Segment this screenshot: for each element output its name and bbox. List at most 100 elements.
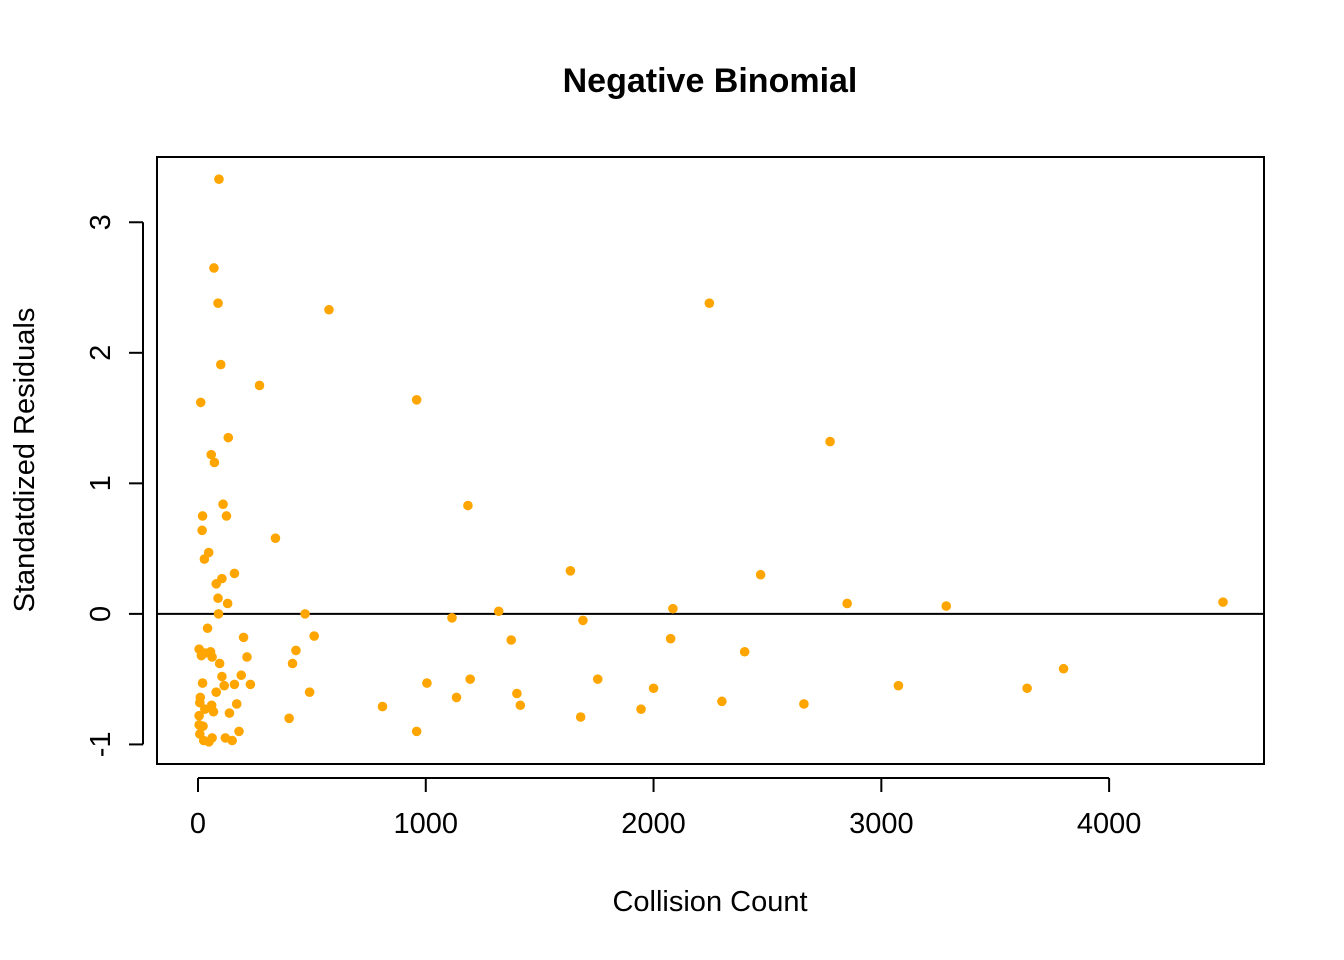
data-point xyxy=(195,397,206,408)
data-point xyxy=(324,304,334,315)
data-point xyxy=(893,680,904,691)
data-point xyxy=(197,511,208,521)
data-point xyxy=(422,678,432,688)
y-tick-label: 3 xyxy=(85,214,117,230)
data-point xyxy=(197,678,208,688)
data-point xyxy=(238,632,249,643)
data-point xyxy=(211,687,222,698)
data-point xyxy=(221,511,232,521)
data-point xyxy=(229,679,240,690)
data-point xyxy=(842,598,852,609)
data-point xyxy=(287,658,298,669)
data-point xyxy=(209,457,220,468)
data-point xyxy=(717,696,727,707)
data-point xyxy=(565,566,576,576)
data-point xyxy=(236,670,247,681)
data-point xyxy=(665,633,676,644)
x-tick-label: 0 xyxy=(190,808,206,840)
data-point xyxy=(411,395,422,405)
data-point xyxy=(199,554,210,564)
data-point xyxy=(1218,597,1228,607)
data-point xyxy=(270,533,281,543)
data-point xyxy=(214,658,225,669)
data-point xyxy=(636,704,646,714)
data-point xyxy=(197,525,207,536)
data-point xyxy=(231,699,242,709)
data-point xyxy=(284,713,294,724)
data-point xyxy=(242,652,252,662)
data-point xyxy=(227,735,237,746)
data-points xyxy=(194,174,1228,747)
data-point xyxy=(941,601,952,611)
chart-title: Negative Binomial xyxy=(563,62,858,100)
data-point xyxy=(200,704,210,714)
data-point xyxy=(447,612,457,623)
y-axis: -1 0 1 2 3 xyxy=(85,214,144,758)
data-point xyxy=(309,631,319,641)
data-point xyxy=(1022,683,1032,694)
data-point xyxy=(209,263,219,273)
data-point xyxy=(512,688,522,699)
x-tick-label: 3000 xyxy=(849,808,914,840)
y-tick-label: -1 xyxy=(85,732,117,758)
data-point xyxy=(208,706,219,717)
data-point xyxy=(648,683,659,694)
data-point xyxy=(465,674,475,684)
data-point xyxy=(224,708,235,718)
data-point xyxy=(825,436,835,447)
y-tick-label: 0 xyxy=(85,606,117,622)
data-point xyxy=(451,692,462,703)
data-point xyxy=(234,726,244,737)
y-axis-label: Standatdized Residuals xyxy=(9,308,41,613)
data-point xyxy=(215,359,226,370)
data-point xyxy=(196,650,207,661)
data-point xyxy=(377,701,388,712)
data-point xyxy=(506,635,516,645)
x-tick-label: 4000 xyxy=(1077,808,1142,840)
data-point xyxy=(213,609,224,619)
data-point xyxy=(300,609,310,619)
data-point xyxy=(1058,663,1069,674)
data-point xyxy=(799,699,809,709)
data-point xyxy=(194,710,204,721)
data-point xyxy=(206,449,217,460)
data-point xyxy=(218,499,228,510)
data-point xyxy=(411,726,422,737)
plot-frame xyxy=(156,156,1265,765)
data-point xyxy=(195,697,205,708)
data-point xyxy=(463,500,473,511)
data-point xyxy=(211,579,222,589)
data-point xyxy=(739,646,750,657)
data-point xyxy=(219,680,229,691)
x-tick-label: 2000 xyxy=(621,808,686,840)
data-point xyxy=(198,721,208,731)
data-point xyxy=(493,606,504,617)
data-point xyxy=(223,432,234,443)
data-point xyxy=(575,712,586,722)
x-axis: 0 1000 2000 3000 4000 xyxy=(190,777,1142,840)
data-point xyxy=(592,674,603,684)
data-point xyxy=(202,623,213,634)
data-point xyxy=(214,174,224,184)
data-point xyxy=(213,593,223,604)
data-point xyxy=(229,568,240,579)
data-point xyxy=(217,671,227,682)
data-point xyxy=(755,569,766,580)
data-point xyxy=(704,298,715,309)
data-point xyxy=(291,645,301,656)
x-tick-label: 1000 xyxy=(394,808,459,840)
data-point xyxy=(213,298,223,309)
data-point xyxy=(207,652,217,662)
x-axis-label: Collision Count xyxy=(612,886,807,918)
data-point xyxy=(515,700,526,711)
data-point xyxy=(668,603,678,614)
y-tick-label: 1 xyxy=(85,475,117,491)
data-point xyxy=(304,687,315,698)
data-point xyxy=(245,679,256,690)
data-point xyxy=(254,380,265,391)
y-tick-label: 2 xyxy=(85,345,117,361)
data-point xyxy=(204,737,214,747)
data-point xyxy=(222,598,233,609)
data-point xyxy=(578,615,588,626)
